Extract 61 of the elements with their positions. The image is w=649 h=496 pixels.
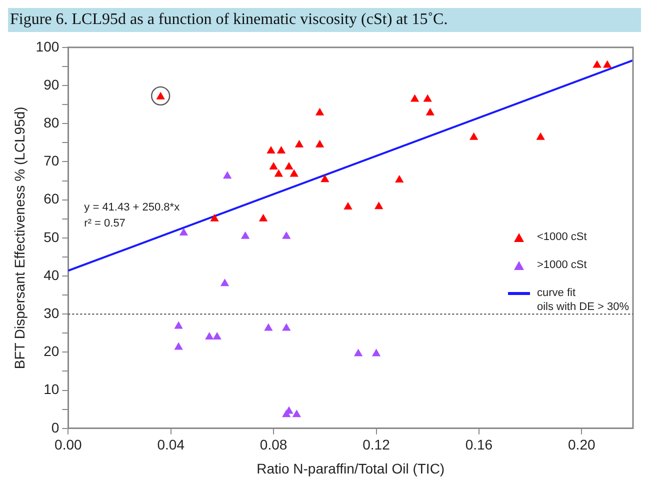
y-tick-label: 80 <box>44 114 60 130</box>
point <box>223 171 232 179</box>
annotation: y = 41.43 + 250.8*x <box>84 201 180 214</box>
point <box>276 146 286 154</box>
point <box>266 146 276 154</box>
point <box>220 278 230 286</box>
y-tick-label: 60 <box>44 190 60 207</box>
legend-label: <1000 cSt <box>536 230 587 244</box>
chart-title: Figure 6. LCL95d as a function of kinematic viscosity (cSt) at 15˚C. <box>8 8 641 32</box>
point <box>212 332 222 340</box>
point <box>179 228 188 236</box>
legend-label: >1000 cSt <box>536 258 587 272</box>
legend-label: curve fit oils with DE > 30% <box>536 286 629 314</box>
y-tick-label: 90 <box>44 76 60 92</box>
point <box>284 162 294 170</box>
x-axis-title: Ratio N-paraffin/Total Oil (TIC) <box>256 460 445 476</box>
point <box>426 108 434 116</box>
y-tick-label: 30 <box>44 304 60 321</box>
point <box>374 202 384 210</box>
point <box>269 162 278 170</box>
point <box>258 214 268 222</box>
point <box>410 94 420 102</box>
y-tick-label: 70 <box>44 152 60 169</box>
point <box>592 60 602 68</box>
point <box>395 174 404 182</box>
point <box>205 332 214 340</box>
x-tick-label: 0.04 <box>157 436 185 453</box>
point <box>174 321 183 329</box>
x-tick-label: 0.20 <box>568 436 596 453</box>
point <box>282 323 291 331</box>
point <box>174 342 183 350</box>
point <box>344 202 352 210</box>
point <box>210 214 219 222</box>
point <box>320 174 330 182</box>
x-tick-label: 0.12 <box>362 436 390 453</box>
point <box>536 132 545 140</box>
point <box>423 94 432 102</box>
point <box>469 132 478 140</box>
y-axis-title: BFT Dispersant Effectiveness % (LCL95d) <box>11 106 28 370</box>
point <box>315 140 324 148</box>
point <box>294 140 304 148</box>
y-tick-label: 20 <box>44 343 60 360</box>
y-tick-label: 0 <box>51 419 60 436</box>
annotation: r² = 0.57 <box>84 217 126 230</box>
x-tick-label: 0.08 <box>260 436 288 453</box>
point <box>264 323 273 331</box>
x-tick-label: 0.00 <box>54 436 82 453</box>
point <box>372 348 381 356</box>
point <box>315 108 324 116</box>
y-tick-label: 100 <box>36 38 60 54</box>
point <box>274 169 284 177</box>
point <box>282 231 291 239</box>
y-tick-label: 40 <box>44 266 60 283</box>
point <box>602 60 612 68</box>
point <box>354 348 363 356</box>
point <box>292 410 301 418</box>
point <box>240 231 250 239</box>
point <box>290 169 298 177</box>
y-tick-label: 10 <box>44 381 60 398</box>
y-tick-label: 50 <box>44 228 60 245</box>
x-tick-label: 0.16 <box>465 436 493 453</box>
